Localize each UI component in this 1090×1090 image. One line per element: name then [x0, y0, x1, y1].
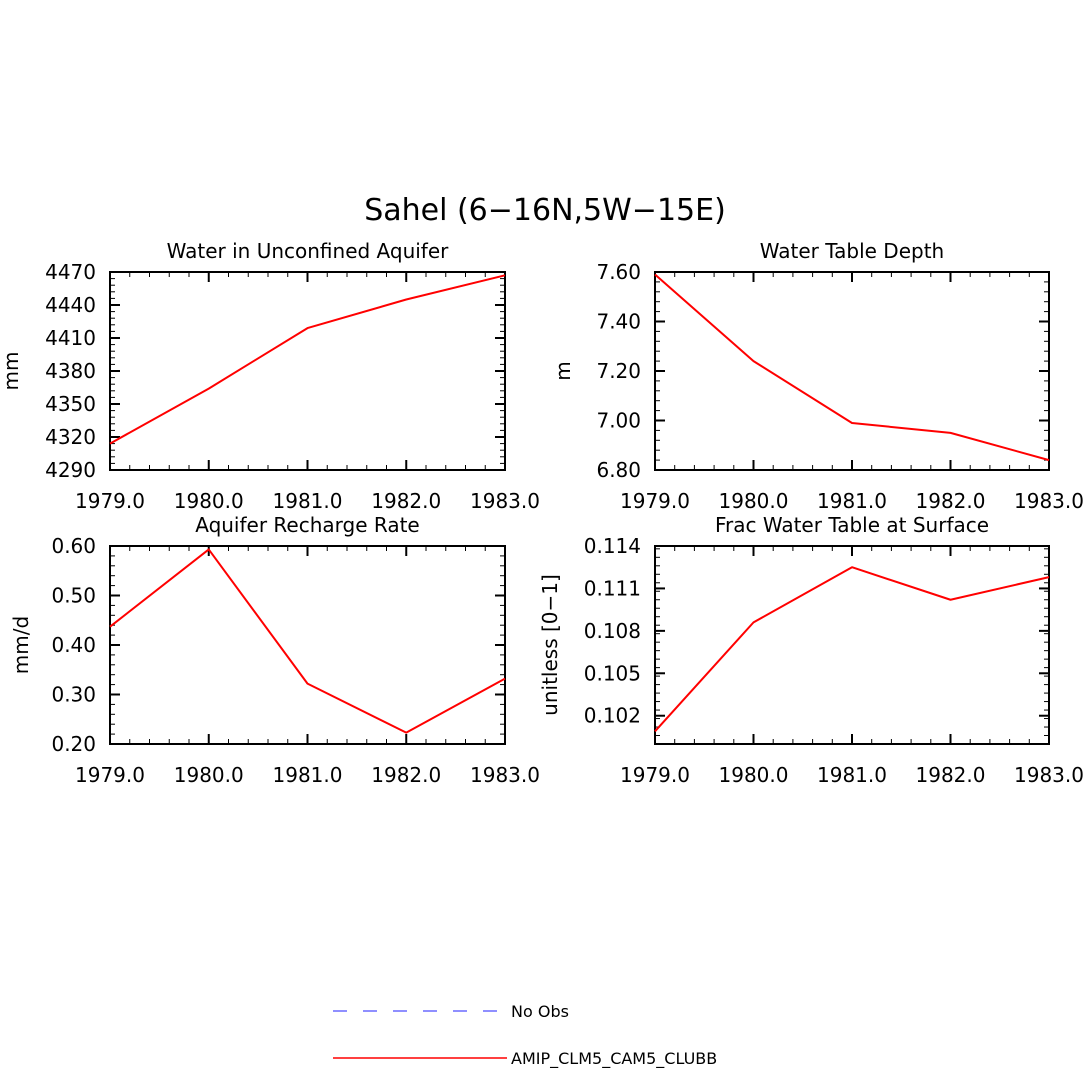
- chart-panel-4: Frac Water Table at Surface 1979.0 1980.0 1…: [538, 513, 1084, 787]
- series-line-1: [654, 273, 1050, 462]
- legend-label-2: AMIP_CLM5_CAM5_CLUBB: [511, 1049, 717, 1069]
- panel-title: Water in Unconfined Aquifer: [167, 239, 450, 263]
- x-tick-label: 1983.0: [470, 489, 540, 513]
- x-tick-label: 1983.0: [1014, 489, 1084, 513]
- series-line-1: [109, 274, 506, 445]
- y-tick-label: 7.40: [596, 310, 641, 334]
- legend-label-1: No Obs: [511, 1002, 569, 1021]
- y-tick-label: 6.80: [596, 458, 641, 482]
- y-tick-label: 4290: [45, 458, 96, 482]
- y-tick-label: 4380: [45, 359, 96, 383]
- y-tick-label: 0.108: [584, 619, 641, 643]
- y-tick-label: 4470: [45, 260, 96, 284]
- y-tick-label: 4320: [45, 425, 96, 449]
- x-tick-label: 1980.0: [719, 763, 789, 787]
- x-tick-label: 1981.0: [273, 763, 343, 787]
- series-line-1: [654, 566, 1050, 732]
- x-tick-label: 1981.0: [817, 763, 887, 787]
- figure-title: Sahel (6−16N,5W−15E): [364, 193, 726, 228]
- x-tick-label: 1980.0: [174, 489, 244, 513]
- chart-panel-2: Water Table Depth 1979.0 1980.0 1981.0 1982.…: [551, 239, 1084, 513]
- x-tick-label: 1980.0: [174, 763, 244, 787]
- x-tick-label: 1982.0: [916, 489, 986, 513]
- y-tick-label: 0.114: [584, 534, 641, 558]
- x-tick-label: 1981.0: [273, 489, 343, 513]
- x-tick-label: 1983.0: [1014, 763, 1084, 787]
- x-tick-label: 1982.0: [916, 763, 986, 787]
- y-axis-label: mm: [0, 352, 23, 391]
- y-axis-label: mm/d: [9, 616, 33, 674]
- plot-frame: [654, 545, 1050, 745]
- y-tick-label: 0.102: [584, 704, 641, 728]
- y-tick-label: 7.20: [596, 359, 641, 383]
- panel-title: Aquifer Recharge Rate: [195, 513, 420, 537]
- panel-title: Water Table Depth: [760, 239, 944, 263]
- plot-frame: [109, 545, 506, 745]
- y-axis-label: m: [551, 361, 575, 380]
- y-tick-label: 4410: [45, 326, 96, 350]
- y-tick-label: 7.60: [596, 260, 641, 284]
- x-tick-label: 1982.0: [371, 489, 441, 513]
- y-tick-label: 0.40: [51, 633, 96, 657]
- x-tick-label: 1982.0: [371, 763, 441, 787]
- x-tick-label: 1979.0: [620, 763, 690, 787]
- y-tick-label: 0.111: [584, 576, 641, 600]
- chart-panel-1: Water in Unconfined Aquifer 1979.0 1980.0 1…: [0, 239, 540, 513]
- x-tick-label: 1979.0: [75, 489, 145, 513]
- panel-title: Frac Water Table at Surface: [715, 513, 989, 537]
- x-tick-label: 1983.0: [470, 763, 540, 787]
- x-tick-label: 1979.0: [75, 763, 145, 787]
- legend: No Obs AMIP_CLM5_CAM5_CLUBB: [333, 1002, 717, 1069]
- y-axis-label: unitless [0−1]: [538, 574, 562, 716]
- x-tick-label: 1980.0: [719, 489, 789, 513]
- y-tick-label: 0.50: [51, 584, 96, 608]
- series-line-1: [109, 548, 506, 734]
- chart-panel-3: Aquifer Recharge Rate 1979.0 1980.0 1981.0 1…: [9, 513, 540, 787]
- x-tick-label: 1981.0: [817, 489, 887, 513]
- y-tick-label: 0.30: [51, 683, 96, 707]
- plot-frame: [109, 271, 506, 471]
- y-tick-label: 4440: [45, 293, 96, 317]
- y-tick-label: 0.105: [584, 661, 641, 685]
- y-tick-label: 0.60: [51, 534, 96, 558]
- plot-frame: [654, 271, 1050, 471]
- y-tick-label: 7.00: [596, 409, 641, 433]
- x-tick-label: 1979.0: [620, 489, 690, 513]
- y-tick-label: 0.20: [51, 732, 96, 756]
- y-tick-label: 4350: [45, 392, 96, 416]
